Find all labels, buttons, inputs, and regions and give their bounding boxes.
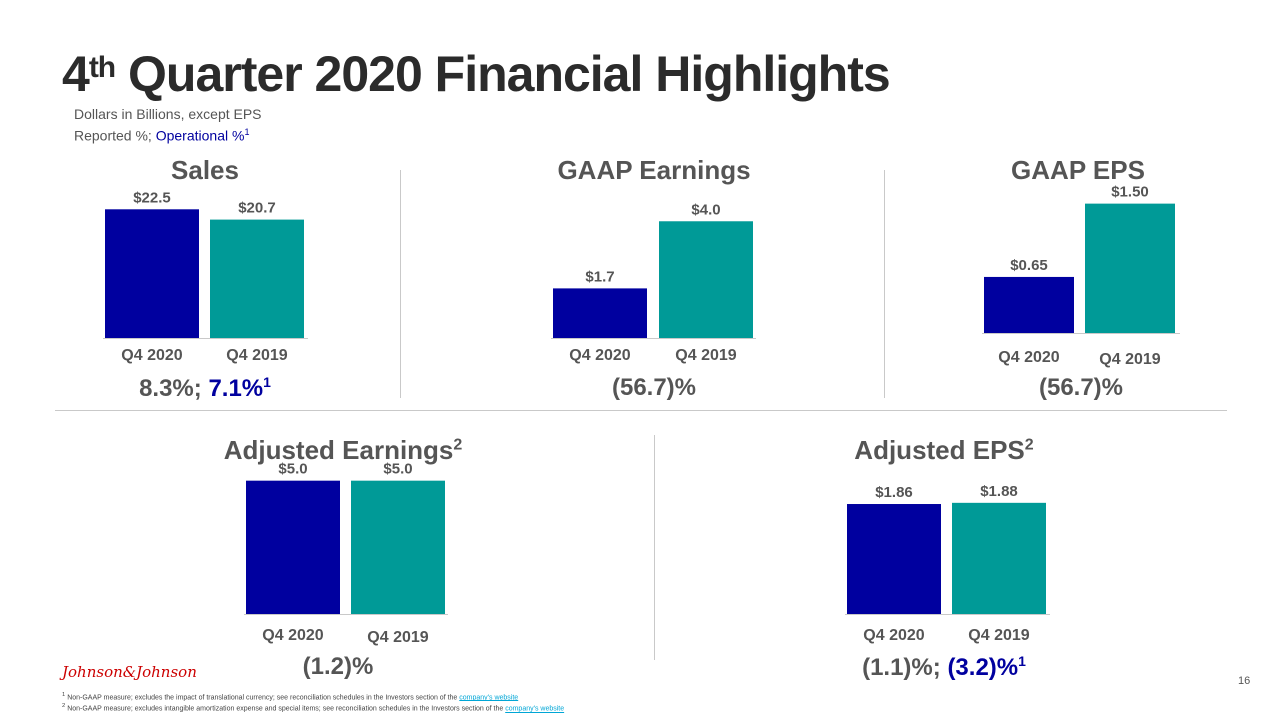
divider-vertical-2 <box>884 170 885 398</box>
category-label-gaap-eps-q4-2019: Q4 2019 <box>1099 351 1160 368</box>
footnote-1: 1 Non-GAAP measure; excludes the impact … <box>62 692 519 702</box>
divider-vertical-1 <box>400 170 401 398</box>
category-label-adjusted-earnings-q4-2019: Q4 2019 <box>367 629 428 646</box>
panel-title-adjusted-earnings: Adjusted Earnings2 <box>223 435 463 465</box>
bar-adjusted-earnings-q4-2020 <box>246 480 340 614</box>
category-label-adjusted-eps-q4-2019: Q4 2019 <box>968 627 1029 644</box>
category-label-gaap-eps-q4-2020: Q4 2020 <box>998 349 1059 366</box>
category-label-gaap-earnings-q4-2020: Q4 2020 <box>569 347 630 364</box>
operational-label: Operational % <box>155 127 245 144</box>
category-label-sales-q4-2020: Q4 2020 <box>121 347 182 364</box>
footnote-2-link[interactable]: company's website <box>505 705 565 713</box>
data-label-adjusted-eps-q4-2019: $1.88 <box>980 483 1018 500</box>
panel-title-gaap-eps: GAAP EPS <box>1011 155 1145 185</box>
bar-adjusted-eps-q4-2019 <box>952 502 1046 614</box>
bar-sales-q4-2020 <box>105 209 199 338</box>
footnote-1-link[interactable]: company's website <box>459 694 519 702</box>
bar-sales-q4-2019 <box>210 219 304 338</box>
panel-title-gaap-earnings: GAAP Earnings <box>557 155 751 185</box>
bar-adjusted-earnings-q4-2019 <box>351 480 445 614</box>
page-number: 16 <box>1238 675 1251 687</box>
title-superscript: th <box>88 51 116 84</box>
footnotes: 1 Non-GAAP measure; excludes the impact … <box>62 691 564 714</box>
growth-gaap-earnings: (56.7)% <box>611 374 697 401</box>
category-label-adjusted-eps-q4-2020: Q4 2020 <box>863 627 924 644</box>
growth-sales: 8.3%; 7.1%1 <box>139 374 271 402</box>
growth-adjusted-eps: (1.1)%; (3.2)%1 <box>862 653 1026 681</box>
data-label-gaap-eps-q4-2019: $1.50 <box>1111 184 1149 201</box>
category-label-sales-q4-2019: Q4 2019 <box>226 347 287 364</box>
divider-horizontal <box>55 410 1227 411</box>
panel-title-adjusted-eps: Adjusted EPS2 <box>854 435 1034 465</box>
page-title: 4th Quarter 2020 Financial Highlights <box>62 46 891 102</box>
panel-title-sales: Sales <box>171 155 239 185</box>
bar-gaap-eps-q4-2019 <box>1085 203 1175 333</box>
data-label-sales-q4-2019: $20.7 <box>238 200 276 217</box>
divider-vertical-3 <box>654 435 655 660</box>
data-label-adjusted-earnings-q4-2019: $5.0 <box>383 461 412 478</box>
data-label-gaap-earnings-q4-2020: $1.7 <box>585 268 614 285</box>
data-label-adjusted-eps-q4-2020: $1.86 <box>875 484 913 501</box>
bar-gaap-earnings-q4-2019 <box>659 221 753 338</box>
category-label-gaap-earnings-q4-2019: Q4 2019 <box>675 347 736 364</box>
bar-gaap-eps-q4-2020 <box>984 276 1074 333</box>
data-label-adjusted-earnings-q4-2020: $5.0 <box>278 461 307 478</box>
growth-adjusted-earnings: (1.2)% <box>302 653 374 680</box>
data-label-sales-q4-2020: $22.5 <box>133 189 171 206</box>
subtitle: Dollars in Billions, except EPS Reported… <box>74 105 262 145</box>
subtitle-line-2: Reported %; Operational %1 <box>74 127 250 144</box>
growth-gaap-eps: (56.7)% <box>1038 374 1124 401</box>
category-label-adjusted-earnings-q4-2020: Q4 2020 <box>262 627 323 644</box>
company-logo: Johnson&Johnson <box>62 663 197 681</box>
data-label-gaap-earnings-q4-2019: $4.0 <box>691 201 720 218</box>
data-label-gaap-eps-q4-2020: $0.65 <box>1010 257 1048 274</box>
bar-gaap-earnings-q4-2020 <box>553 288 647 338</box>
footnote-2: 2 Non-GAAP measure; excludes intangible … <box>62 703 565 713</box>
subtitle-line-1: Dollars in Billions, except EPS <box>74 106 262 122</box>
bar-adjusted-eps-q4-2020 <box>847 504 941 614</box>
